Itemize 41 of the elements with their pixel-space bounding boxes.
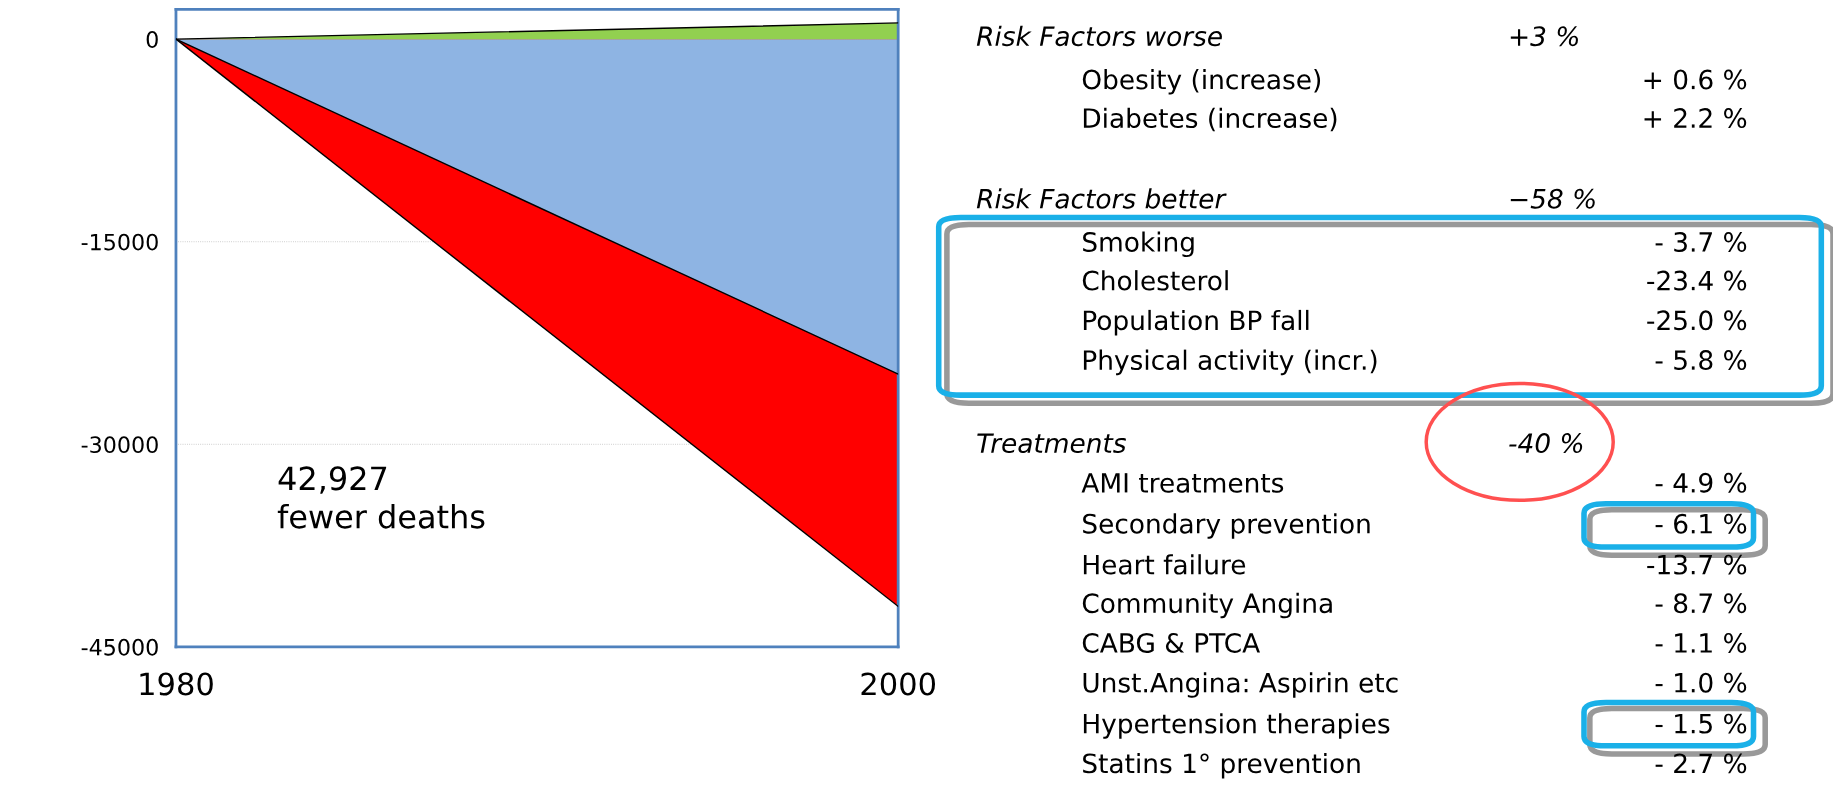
text: Treatments: [977, 433, 1126, 454]
y-tick-label: -15000: [81, 233, 158, 251]
text: - 3.7 %: [1655, 232, 1747, 252]
text: Unst.Angina: Aspirin etc: [1083, 672, 1398, 698]
text: Secondary prevention: [1083, 513, 1370, 539]
text: + 2.2 %: [1644, 108, 1747, 129]
text: −58 %: [1510, 188, 1595, 209]
text: Physical activity (incr.): [1083, 349, 1377, 376]
text: Population BP fall: [1083, 309, 1309, 336]
text: - 2.7 %: [1655, 753, 1747, 774]
text: - 6.1 %: [1655, 513, 1747, 534]
text: Heart failure: [1083, 554, 1246, 575]
text: Cholesterol: [1082, 270, 1228, 291]
y-tick-label: -45000: [81, 638, 158, 656]
text: - 8.7 %: [1655, 593, 1747, 614]
text: -25.0 %: [1647, 310, 1747, 331]
text: Risk Factors better: [976, 188, 1227, 209]
text: + 0.6 %: [1644, 69, 1747, 90]
x-tick-label: 2000: [861, 672, 936, 696]
text: Risk Factors worse: [976, 25, 1222, 47]
text: Obesity (increase): [1082, 69, 1321, 95]
y-tick-label: 0: [146, 31, 158, 48]
text: - 1.5 %: [1655, 713, 1747, 734]
text: -13.7 %: [1647, 554, 1747, 575]
text: - 5.8 %: [1655, 350, 1747, 371]
x-tick-label: 1980: [140, 672, 213, 696]
text: Community Angina: [1082, 592, 1332, 619]
text: - 1.0 %: [1655, 672, 1747, 693]
text: -40 %: [1509, 433, 1583, 454]
text: CABG & PTCA: [1082, 632, 1260, 653]
text: AMI treatments: [1081, 473, 1284, 493]
text: Statins 1° prevention: [1083, 752, 1360, 779]
text: - 4.9 %: [1655, 472, 1747, 493]
text: - 1.1 %: [1655, 632, 1747, 653]
text: Diabetes (increase): [1083, 107, 1337, 132]
annotation: 42,927 fewer deaths: [277, 466, 485, 529]
text: -23.4 %: [1647, 270, 1747, 291]
text: Smoking: [1083, 231, 1194, 258]
text: +3 %: [1510, 26, 1578, 47]
text: Hypertension therapies: [1083, 713, 1390, 739]
y-tick-label: -30000: [81, 436, 158, 454]
